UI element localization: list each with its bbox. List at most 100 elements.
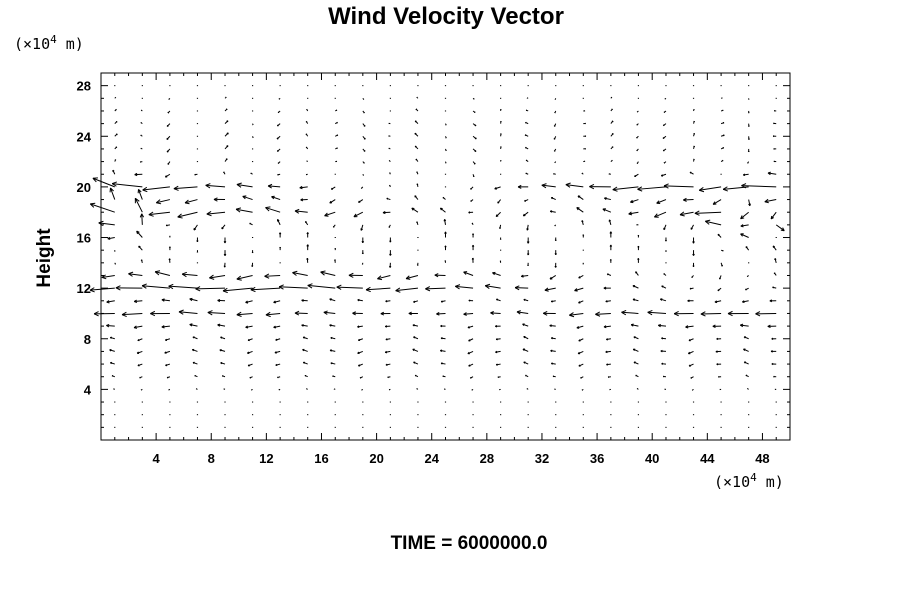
wind-vector	[495, 363, 501, 366]
wind-vector	[602, 208, 612, 213]
wind-vector	[412, 348, 419, 352]
wind-vector	[549, 275, 557, 280]
wind-vector	[635, 374, 639, 378]
wind-vector	[583, 135, 587, 138]
wind-vector	[205, 183, 226, 189]
wind-vector	[166, 148, 171, 153]
wind-vector	[413, 300, 419, 303]
wind-vector	[472, 161, 476, 165]
wind-vector	[637, 186, 667, 192]
wind-vector	[275, 363, 281, 367]
wind-vector	[635, 271, 639, 276]
x-tick-label: 32	[535, 451, 549, 466]
wind-vector	[774, 258, 777, 263]
wind-vector	[717, 233, 722, 238]
wind-vector	[412, 324, 419, 327]
vector-field	[89, 85, 785, 428]
wind-vector	[222, 287, 253, 294]
x-tick-label: 48	[755, 451, 769, 466]
wind-vector	[362, 161, 365, 164]
wind-vector	[468, 211, 474, 214]
wind-vector	[527, 262, 529, 266]
wind-vector	[720, 159, 724, 163]
wind-vector	[224, 132, 229, 137]
wind-vector	[514, 285, 529, 291]
wind-vector	[235, 207, 253, 213]
wind-vector	[500, 120, 502, 124]
wind-vector	[440, 337, 446, 340]
wind-vector	[554, 110, 557, 114]
wind-vector	[139, 213, 145, 225]
wind-vector	[604, 197, 611, 201]
wind-vector	[526, 388, 529, 390]
wind-vector	[358, 199, 364, 203]
wind-vector	[689, 171, 694, 175]
wind-vector	[415, 108, 419, 112]
wind-vector	[495, 211, 501, 218]
x-unit-label: (×104 m)	[714, 471, 784, 491]
wind-vector	[610, 146, 614, 150]
wind-vector	[142, 186, 170, 193]
wind-vector	[444, 260, 447, 263]
wind-vector	[714, 300, 722, 304]
wind-vector	[166, 376, 171, 379]
wind-vector	[109, 187, 116, 200]
wind-vector	[306, 232, 309, 238]
x-tick-label: 44	[700, 451, 715, 466]
x-tick-label: 36	[590, 451, 604, 466]
wind-vector	[578, 300, 584, 304]
wind-vector	[717, 287, 722, 292]
wind-vector	[357, 338, 363, 342]
wind-vector	[606, 338, 611, 341]
wind-vector	[137, 338, 143, 342]
wind-vector	[219, 349, 226, 352]
wind-vector	[500, 146, 502, 150]
wind-vector	[653, 211, 667, 218]
wind-vector	[166, 135, 171, 140]
wind-vector	[388, 135, 391, 137]
wind-vector	[683, 197, 694, 202]
wind-vector	[522, 211, 529, 217]
wind-vector	[245, 300, 253, 304]
wind-vector	[628, 211, 639, 216]
wind-vector	[755, 311, 777, 317]
wind-vector	[663, 273, 667, 276]
wind-vector	[770, 211, 777, 220]
wind-vector	[630, 323, 639, 327]
wind-vector	[223, 237, 227, 244]
wind-vector	[718, 375, 722, 378]
wind-vector	[194, 375, 198, 378]
wind-vector	[693, 145, 695, 150]
wind-vector	[335, 109, 338, 112]
wind-vector	[361, 237, 365, 244]
wind-vector	[553, 136, 557, 140]
x-tick-label: 12	[259, 451, 273, 466]
wind-vector	[161, 325, 170, 329]
wind-vector	[605, 350, 611, 354]
wind-vector	[357, 325, 363, 328]
wind-vector	[740, 211, 749, 220]
wind-vector	[610, 108, 613, 112]
wind-vector	[164, 350, 171, 354]
x-tick-label: 4	[153, 451, 161, 466]
wind-vector	[773, 272, 777, 276]
wind-vector	[114, 133, 118, 137]
wind-vector	[224, 120, 229, 124]
wind-vector	[688, 338, 694, 342]
wind-vector	[495, 338, 501, 341]
wind-vector	[414, 120, 419, 124]
wind-vector	[687, 350, 694, 355]
wind-vector	[306, 108, 309, 112]
wind-vector	[168, 283, 198, 290]
wind-vector	[692, 250, 695, 256]
wind-vector	[121, 311, 143, 318]
wind-vector	[114, 262, 116, 265]
y-unit-prefix: (×10	[14, 35, 50, 53]
wind-vector	[414, 145, 419, 150]
wind-vector	[195, 388, 198, 390]
wind-vector	[471, 222, 474, 226]
wind-vector	[416, 96, 419, 99]
wind-vector	[663, 183, 694, 189]
wind-vector	[440, 362, 446, 365]
wind-vector	[112, 169, 116, 175]
